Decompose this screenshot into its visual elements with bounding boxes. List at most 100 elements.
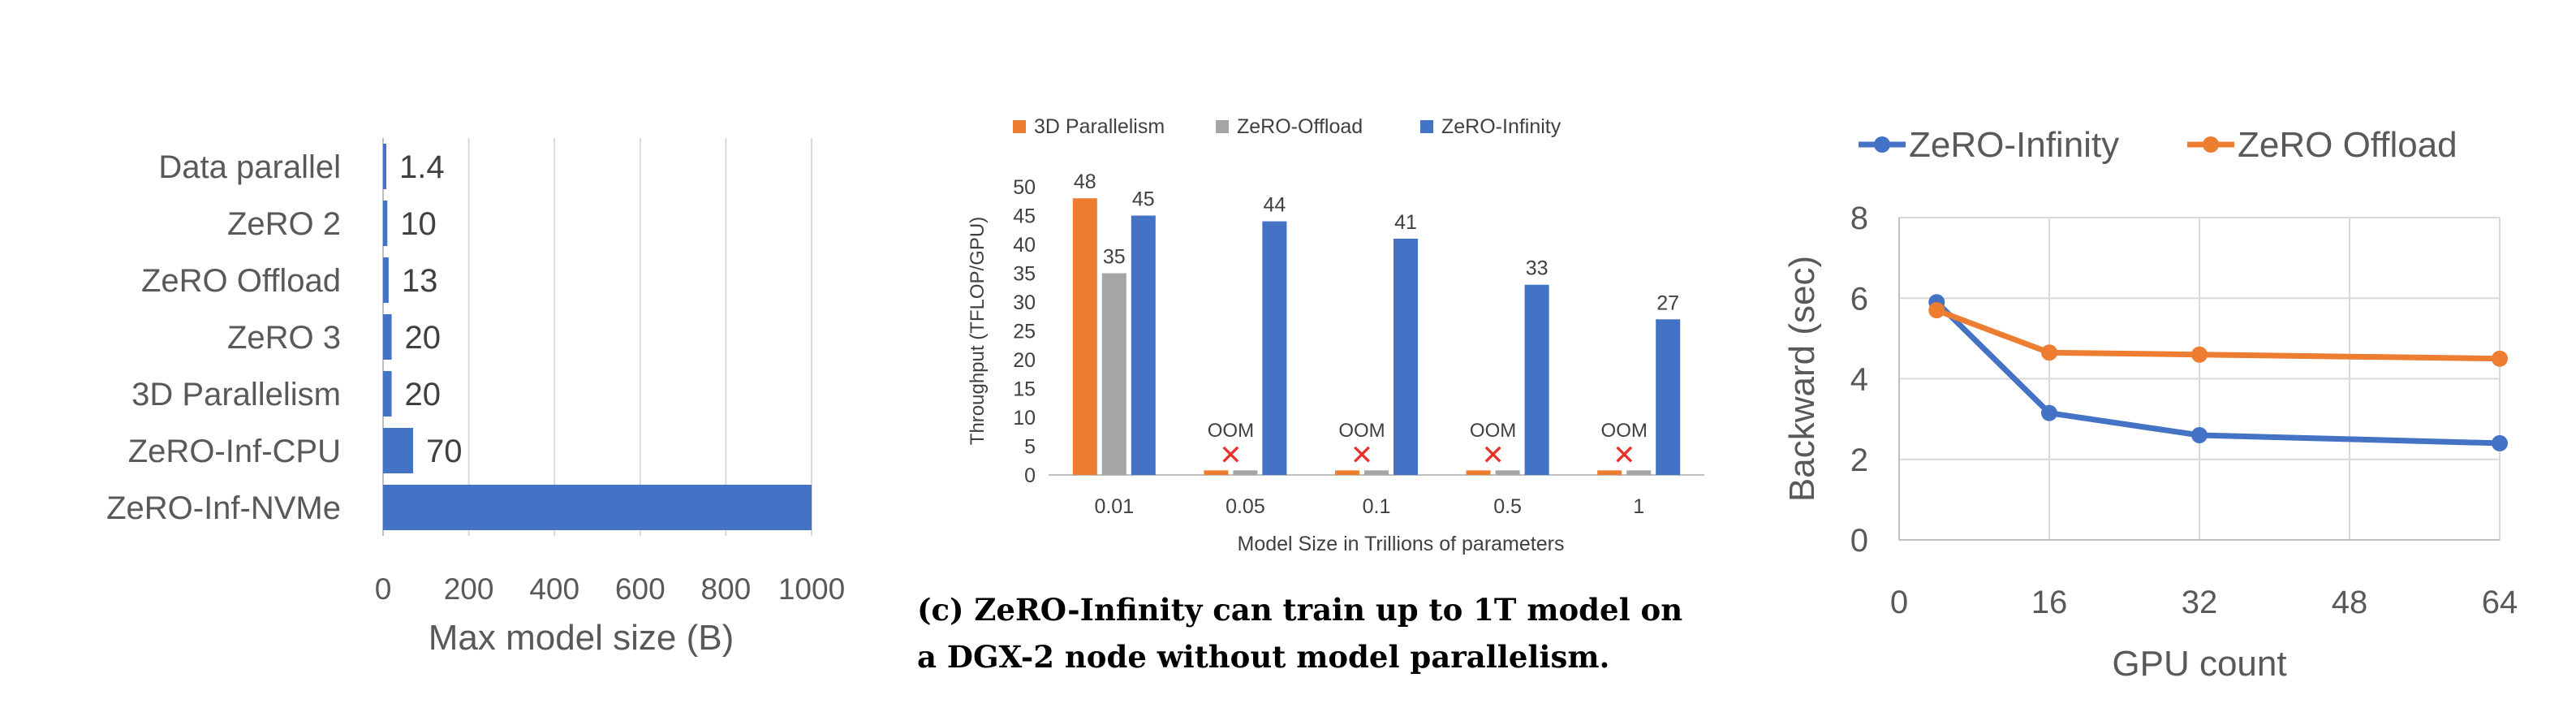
data-label: 20: [405, 320, 442, 356]
category-label: Data parallel: [158, 149, 341, 185]
bar: [1101, 273, 1126, 475]
legend-marker: [1874, 136, 1890, 153]
throughput-chart: 3D Parallelism ZeRO-Offload ZeRO-Infinity 0…: [967, 115, 1704, 555]
data-point: [2191, 426, 2208, 443]
y-tick-label: 30: [1013, 291, 1036, 314]
x-tick-label: 48: [2332, 585, 2368, 620]
data-point: [2041, 344, 2057, 361]
data-label: 41: [1394, 211, 1417, 234]
y-tick-label: 50: [1013, 176, 1036, 199]
data-point: [2492, 434, 2508, 451]
data-label: 48: [1074, 171, 1096, 193]
y-tick-label: 35: [1013, 263, 1036, 286]
y-tick-label: 10: [1013, 407, 1036, 430]
legend-label: ZeRO-Infinity: [1441, 115, 1562, 138]
y-tick-label: 15: [1013, 378, 1036, 401]
category-label: ZeRO 2: [227, 206, 341, 242]
x-tick-label: 0: [1890, 585, 1908, 620]
bar: [383, 144, 386, 189]
legend-label: ZeRO Offload: [2238, 125, 2458, 165]
y-axis-title: Backward (sec): [1782, 256, 1822, 502]
data-label: 10: [400, 206, 437, 242]
x-tick-label: 0.5: [1493, 495, 1522, 518]
oom-marker: ✕: [1350, 440, 1374, 471]
category-label: ZeRO-Inf-CPU: [128, 434, 341, 469]
x-tick-label: 400: [529, 572, 579, 606]
oom-label: OOM: [1601, 420, 1648, 442]
x-tick-label: 16: [2031, 585, 2068, 620]
y-tick-label: 5: [1024, 436, 1036, 459]
category-label: 3D Parallelism: [131, 377, 341, 412]
category-label: ZeRO Offload: [141, 263, 341, 299]
y-tick-label: 40: [1013, 234, 1036, 257]
bar: [1626, 470, 1652, 475]
y-tick-label: 45: [1013, 205, 1036, 228]
bar: [1394, 238, 1418, 475]
oom-label: OOM: [1470, 420, 1516, 442]
y-tick-label: 4: [1850, 362, 1868, 398]
bar: [1233, 470, 1258, 475]
x-tick-label: 600: [615, 572, 666, 606]
bar: [1204, 470, 1229, 475]
data-label: 70: [426, 434, 463, 469]
y-tick-label: 8: [1850, 201, 1868, 236]
bar: [1656, 319, 1681, 475]
x-axis-title: GPU count: [2112, 644, 2286, 684]
bar: [1262, 221, 1287, 475]
x-tick-label: 0: [375, 572, 392, 606]
caption-line-1: (c) ZeRO-Infinity can train up to 1T mod…: [917, 592, 1683, 628]
data-label: 1.4: [399, 149, 445, 185]
y-tick-label: 0: [1850, 523, 1868, 559]
data-label: 27: [1656, 291, 1679, 314]
x-tick-label: 1: [1633, 495, 1644, 518]
data-label: 45: [1132, 188, 1155, 211]
legend-swatch: [1420, 120, 1433, 133]
bar: [383, 371, 392, 417]
y-tick-label: 25: [1013, 321, 1036, 343]
bar: [1466, 470, 1491, 475]
max-model-size-chart: 0 200 400 600 800 1000 Data parallel 1.4 ZeRO 2 1…: [106, 138, 845, 658]
data-label: 20: [405, 377, 442, 412]
series-line: [1934, 300, 2501, 447]
bar: [383, 201, 388, 246]
bar: [383, 428, 413, 473]
backward-time-chart: ZeRO-Infinity ZeRO Offload 0 2 4 6 8 0 16 32 48 64 G…: [1782, 125, 2518, 684]
y-tick-label: 6: [1850, 281, 1868, 317]
bar: [383, 314, 392, 360]
oom-label: OOM: [1338, 420, 1385, 442]
y-tick-label: 2: [1850, 442, 1868, 478]
y-axis-title: Throughput (TFLOP/GPU): [967, 217, 989, 445]
legend-label: 3D Parallelism: [1034, 115, 1165, 138]
legend-marker: [2203, 136, 2219, 153]
oom-marker: ✕: [1219, 440, 1243, 471]
bar: [1524, 284, 1549, 475]
oom-marker: ✕: [1613, 440, 1636, 471]
x-tick-label: 0.01: [1094, 495, 1134, 518]
legend-label: ZeRO-Offload: [1237, 115, 1363, 138]
x-axis-title: Model Size in Trillions of parameters: [1238, 533, 1565, 555]
data-point: [1928, 302, 1945, 319]
x-tick-label: 32: [2182, 585, 2218, 620]
data-label: 44: [1263, 194, 1286, 217]
x-tick-label: 1000: [778, 572, 845, 606]
x-tick-label: 0.05: [1226, 495, 1265, 518]
bar: [383, 257, 389, 303]
legend-swatch: [1216, 120, 1229, 133]
bar: [1131, 215, 1156, 475]
y-tick-label: 0: [1024, 464, 1036, 487]
bar: [383, 485, 812, 530]
data-label: 35: [1103, 246, 1126, 269]
bar: [1597, 470, 1622, 475]
x-tick-label: 0.1: [1363, 495, 1391, 518]
x-axis-title: Max model size (B): [429, 618, 734, 658]
bar: [1072, 198, 1097, 475]
data-label: 13: [402, 263, 438, 299]
caption-line-2: a DGX-2 node without model parallelism.: [917, 639, 1610, 675]
legend-label: ZeRO-Infinity: [1909, 125, 2119, 165]
figure-caption: (c) ZeRO-Infinity can train up to 1T mod…: [917, 586, 1712, 680]
category-label: ZeRO-Inf-NVMe: [106, 490, 341, 526]
series-line: [1936, 307, 2501, 362]
bar: [1495, 470, 1520, 475]
data-point: [2492, 350, 2508, 367]
x-tick-label: 200: [444, 572, 494, 606]
